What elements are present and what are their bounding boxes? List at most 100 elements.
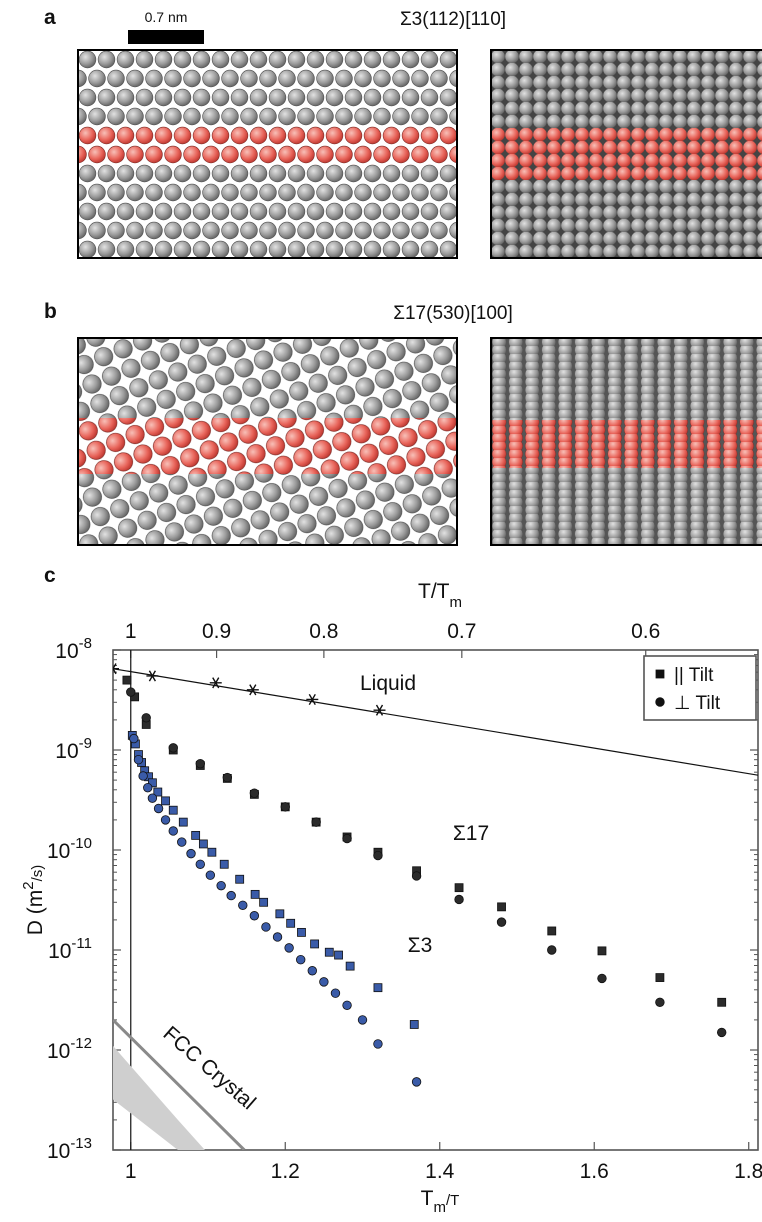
y-tick-base: 10	[47, 1040, 70, 1063]
x2-axis-label-part: T/T	[418, 580, 450, 603]
marker-square	[547, 926, 557, 936]
marker-square	[655, 669, 665, 679]
marker-circle	[261, 922, 271, 932]
y-tick-label: 10-8	[55, 635, 92, 663]
x2-tick-label: 0.6	[631, 620, 660, 643]
scale-bar-label: 0.7 nm	[145, 9, 188, 25]
y-tick-label: 10-13	[47, 1135, 92, 1163]
annotation: FCC Crystal	[159, 1022, 260, 1114]
marker-circle	[716, 1027, 727, 1038]
marker-circle	[280, 802, 290, 812]
marker-square	[147, 778, 157, 788]
y-tick-base: 10	[47, 1140, 70, 1163]
y-tick-label: 10-9	[55, 735, 92, 763]
x-axis-label-part: /T	[446, 1192, 459, 1209]
marker-circle	[177, 837, 187, 847]
marker-circle	[296, 954, 306, 965]
marker-circle	[147, 793, 158, 803]
marker-square	[345, 961, 355, 971]
x2-axis-label: T/Tm	[418, 580, 462, 611]
marker-square	[168, 805, 178, 815]
panel-title: Σ17(530)[100]	[393, 303, 513, 324]
marker-square	[122, 675, 132, 685]
y-tick-exponent: -13	[70, 1135, 92, 1152]
y-tick-exponent: -12	[70, 1035, 92, 1052]
marker-circle	[168, 743, 178, 753]
marker-square	[409, 1020, 419, 1029]
atom-image	[490, 49, 762, 259]
marker-circle	[238, 900, 248, 910]
y-axis-label-part: 2	[20, 881, 37, 889]
y-tick-label: 10-10	[47, 835, 92, 863]
y-tick-exponent: -8	[79, 635, 92, 652]
data-layer	[113, 650, 758, 1150]
marker-square	[191, 830, 201, 840]
marker-circle	[195, 758, 205, 769]
y-tick-label: 10-11	[48, 935, 92, 963]
marker-circle	[168, 826, 178, 836]
y-tick-base: 10	[48, 940, 71, 963]
panel-label: a	[44, 6, 56, 29]
legend-box	[643, 655, 757, 721]
annotation: Σ17	[453, 822, 489, 845]
marker-square	[454, 883, 464, 893]
atom-image	[77, 337, 458, 546]
panel-label: c	[44, 564, 56, 587]
marker-circle	[195, 859, 205, 869]
marker-square	[334, 950, 343, 960]
marker-circle	[357, 1015, 368, 1025]
y-tick-base: 10	[55, 740, 78, 763]
marker-circle	[330, 988, 341, 998]
marker-square	[497, 902, 506, 912]
marker-circle	[311, 817, 321, 827]
marker-circle	[307, 966, 317, 976]
marker-star	[373, 704, 386, 716]
x2-tick-label: 0.9	[202, 620, 231, 643]
marker-circle	[126, 687, 136, 697]
y-tick-base: 10	[55, 640, 78, 663]
y-tick-exponent: -11	[71, 935, 92, 952]
marker-circle	[655, 697, 665, 707]
marker-square	[161, 796, 170, 806]
x-axis-label: Tm/T	[421, 1187, 460, 1216]
marker-circle	[249, 911, 260, 921]
x2-axis-label-part: m	[450, 594, 463, 611]
annotation: Liquid	[360, 672, 416, 695]
marker-circle	[342, 833, 352, 844]
marker-star	[306, 693, 319, 706]
marker-square	[597, 946, 607, 956]
y-tick-exponent: -10	[70, 835, 92, 852]
marker-circle	[129, 733, 139, 744]
marker-square	[286, 918, 296, 928]
marker-circle	[597, 973, 607, 984]
marker-star	[246, 684, 259, 696]
annotation: Σ3	[408, 934, 433, 957]
marker-circle	[342, 1000, 352, 1010]
marker-square	[717, 997, 727, 1007]
x2-tick-label: 0.8	[309, 620, 338, 643]
marker-circle	[373, 850, 383, 861]
marker-circle	[222, 772, 233, 783]
marker-circle	[141, 713, 151, 723]
x-tick-label: 1	[125, 1160, 137, 1183]
marker-square	[219, 859, 229, 869]
marker-circle	[284, 943, 294, 953]
marker-square	[235, 874, 245, 884]
marker-circle	[143, 782, 153, 793]
legend-label: ⊥ Tilt	[674, 693, 721, 714]
marker-square	[310, 939, 320, 949]
marker-square	[655, 973, 665, 982]
marker-circle	[411, 871, 422, 881]
marker-circle	[153, 803, 164, 814]
marker-circle	[249, 788, 260, 798]
panel-title: Σ3(112)[110]	[400, 9, 506, 30]
y-tick-label: 10-12	[47, 1035, 92, 1063]
x-axis-label-part: m	[433, 1199, 446, 1216]
x-tick-label: 1.8	[734, 1160, 762, 1183]
x-tick-label: 1.6	[580, 1160, 609, 1183]
x-tick-label: 1.2	[271, 1160, 300, 1183]
marker-circle	[319, 977, 329, 987]
marker-circle	[138, 771, 148, 781]
